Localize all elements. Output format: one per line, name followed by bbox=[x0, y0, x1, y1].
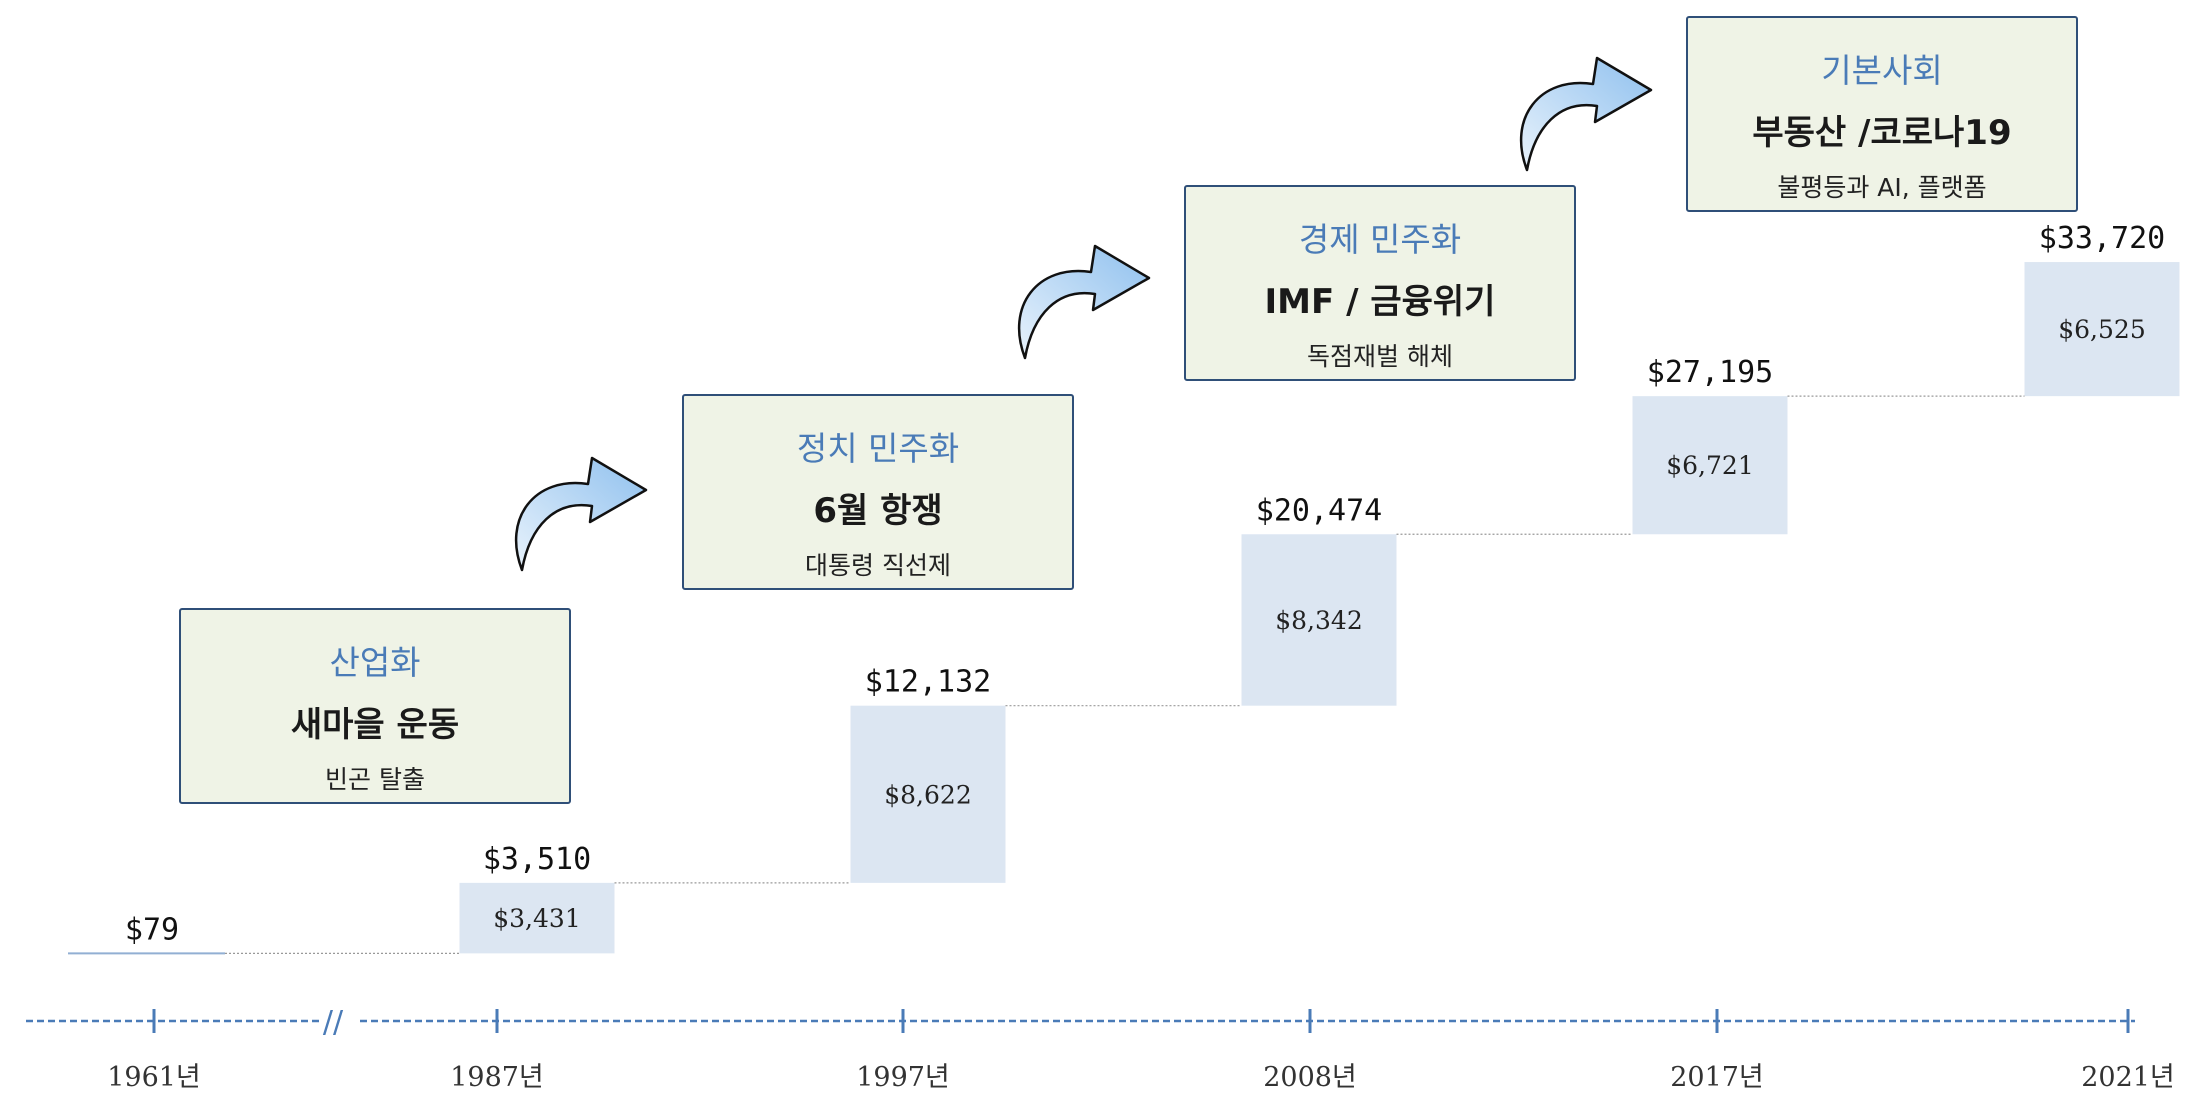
increment-label: $8,622 bbox=[884, 780, 971, 809]
increment-bar bbox=[1632, 396, 1788, 535]
total-label: $20,474 bbox=[1256, 493, 1382, 528]
x-tick-label: 1961년 bbox=[107, 1062, 201, 1093]
phase-sub: 독점재벌 해체 bbox=[1307, 342, 1453, 371]
increment-label: $3,431 bbox=[493, 904, 580, 933]
increment-bar bbox=[1241, 534, 1397, 706]
curved-arrow-icon bbox=[514, 456, 648, 572]
phase-main: 6월 항쟁 bbox=[813, 491, 943, 531]
total-label: $3,510 bbox=[483, 842, 591, 877]
phase-title: 정치 민주화 bbox=[796, 429, 960, 468]
phase-main: 새마을 운동 bbox=[290, 705, 460, 745]
phase-title: 기본사회 bbox=[1821, 51, 1943, 90]
phase-main: 부동산 /코로나19 bbox=[1752, 113, 2012, 153]
increment-bar bbox=[850, 705, 1006, 883]
total-label: $33,720 bbox=[2039, 221, 2165, 256]
phase-box-industrialization: 산업화 새마을 운동 빈곤 탈출 bbox=[179, 608, 571, 804]
increment-label: $6,525 bbox=[2058, 315, 2145, 344]
x-tick-label: 2021년 bbox=[2081, 1062, 2175, 1093]
curved-arrow-icon bbox=[1017, 244, 1151, 360]
phase-box-basic-society: 기본사회 부동산 /코로나19 불평등과 AI, 플랫폼 bbox=[1686, 16, 2078, 212]
increment-bar bbox=[2024, 262, 2180, 397]
curved-arrow-icon bbox=[1519, 56, 1653, 172]
phase-sub: 불평등과 AI, 플랫폼 bbox=[1777, 173, 1987, 202]
increment-label: $8,342 bbox=[1275, 606, 1362, 635]
x-tick-label: 2017년 bbox=[1670, 1062, 1764, 1093]
phase-main: IMF / 금융위기 bbox=[1264, 282, 1496, 322]
x-tick-label: 2008년 bbox=[1263, 1062, 1357, 1093]
phase-title: 산업화 bbox=[329, 643, 421, 682]
phase-box-economic-democratization: 경제 민주화 IMF / 금융위기 독점재벌 해체 bbox=[1184, 185, 1576, 381]
axis-break-label: // bbox=[323, 1005, 344, 1040]
total-label: $12,132 bbox=[865, 665, 991, 700]
phase-title: 경제 민주화 bbox=[1298, 220, 1462, 259]
phase-box-political-democratization: 정치 민주화 6월 항쟁 대통령 직선제 bbox=[682, 394, 1074, 590]
x-tick-label: 1997년 bbox=[856, 1062, 950, 1093]
increment-bar bbox=[459, 882, 615, 954]
total-label: $79 bbox=[125, 912, 179, 947]
phase-sub: 대통령 직선제 bbox=[805, 551, 951, 580]
x-tick-label: 1987년 bbox=[450, 1062, 544, 1093]
phase-sub: 빈곤 탈출 bbox=[325, 765, 425, 794]
total-label: $27,195 bbox=[1647, 355, 1773, 390]
increment-label: $6,721 bbox=[1666, 451, 1753, 480]
